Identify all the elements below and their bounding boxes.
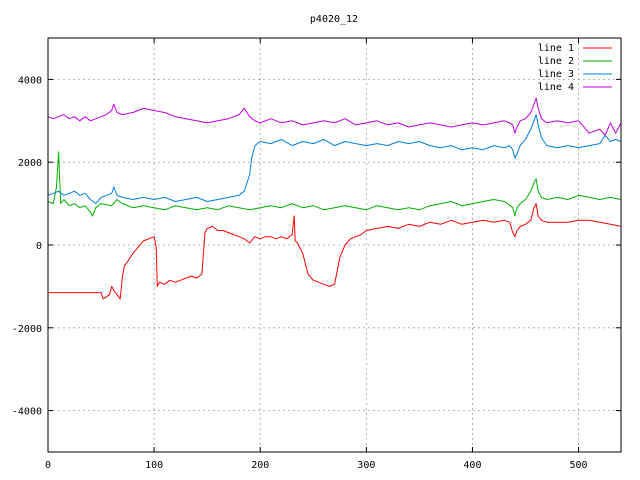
grid xyxy=(48,38,621,452)
x-tick-label: 200 xyxy=(251,460,269,471)
legend: line 1 line 2 line 3 line 4 xyxy=(538,43,612,93)
series-line-3 xyxy=(47,114,622,205)
series-group xyxy=(47,97,622,300)
legend-label: line 1 xyxy=(538,43,574,54)
axis-ticks: 0 100 200 300 400 500 -4000 -2000 0 2000 4000 xyxy=(12,38,621,471)
series-line-2 xyxy=(47,151,622,217)
x-tick-label: 100 xyxy=(145,460,163,471)
legend-label: line 2 xyxy=(538,56,574,67)
y-tick-label: 0 xyxy=(36,241,42,252)
y-tick-label: 2000 xyxy=(18,158,42,169)
x-tick-label: 300 xyxy=(357,460,375,471)
legend-label: line 4 xyxy=(538,82,574,93)
y-tick-label: 4000 xyxy=(18,75,42,86)
x-tick-label: 400 xyxy=(463,460,481,471)
legend-label: line 3 xyxy=(538,69,574,80)
series-line-4 xyxy=(47,97,622,136)
y-tick-label: -4000 xyxy=(12,407,42,418)
x-tick-label: 500 xyxy=(570,460,588,471)
chart-title: p4020_12 xyxy=(310,14,358,25)
y-tick-label: -2000 xyxy=(12,324,42,335)
series-line-1 xyxy=(48,203,622,300)
x-tick-label: 0 xyxy=(45,460,51,471)
